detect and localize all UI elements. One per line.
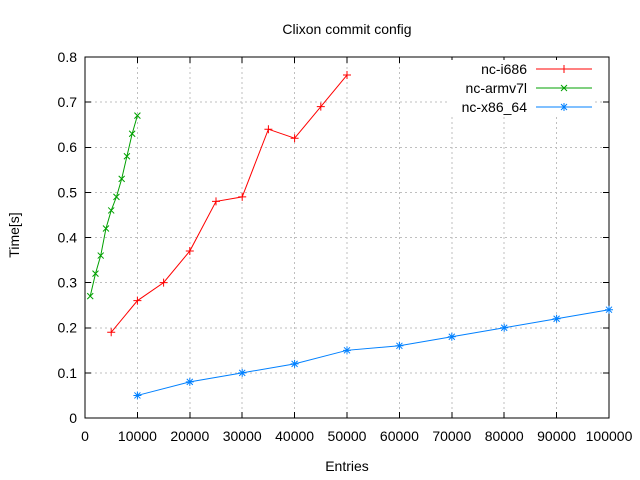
series-marker-nc-i686: [290, 134, 299, 143]
series-marker-nc-i686: [316, 102, 325, 111]
series-marker-nc-x86_64: [185, 377, 194, 386]
series-marker-nc-armv7l: [123, 152, 131, 160]
x-tick-label-50000: 50000: [328, 428, 367, 444]
series-marker-nc-i686: [264, 125, 273, 134]
series-line-nc-armv7l: [89, 115, 138, 297]
series-marker-nc-x86_64: [238, 368, 247, 377]
series-line-nc-i686: [110, 74, 348, 333]
series-marker-nc-i686: [238, 192, 247, 201]
series-marker-nc-armv7l: [92, 270, 99, 277]
series-marker-nc-armv7l: [134, 112, 141, 120]
series-line-nc-x86_64: [137, 309, 610, 396]
series-marker-nc-armv7l: [128, 130, 136, 138]
series-marker-nc-x86_64: [605, 305, 613, 314]
series-marker-nc-x86_64: [395, 341, 404, 350]
y-tick-label-0.2: 0.2: [58, 320, 78, 336]
y-tick-label-0.7: 0.7: [58, 94, 78, 110]
x-axis-label: Entries: [325, 458, 369, 474]
legend-marker-nc-x86_64: [560, 103, 568, 111]
series-marker-nc-x86_64: [447, 332, 456, 341]
y-axis-label: Time[s]: [6, 212, 22, 258]
series-marker-nc-x86_64: [500, 323, 509, 332]
series-marker-nc-x86_64: [133, 391, 142, 400]
series-marker-nc-x86_64: [552, 314, 561, 323]
y-tick-label-0.3: 0.3: [58, 275, 78, 291]
legend-marker-nc-armv7l: [560, 84, 568, 92]
series-marker-nc-x86_64: [290, 359, 299, 368]
x-tick-label-20000: 20000: [170, 428, 209, 444]
x-tick-label-40000: 40000: [275, 428, 314, 444]
series-marker-nc-armv7l: [86, 292, 94, 300]
y-tick-label-0.8: 0.8: [58, 49, 78, 65]
series-marker-nc-i686: [185, 247, 194, 256]
series-marker-nc-i686: [343, 71, 351, 80]
y-tick-label-0.6: 0.6: [58, 139, 78, 155]
series-marker-nc-i686: [107, 328, 116, 337]
x-tick-label-60000: 60000: [380, 428, 419, 444]
x-tick-label-80000: 80000: [485, 428, 524, 444]
x-tick-label-0: 0: [81, 428, 89, 444]
x-tick-label-10000: 10000: [118, 428, 157, 444]
y-tick-label-0.5: 0.5: [58, 184, 78, 200]
series-marker-nc-armv7l: [118, 175, 126, 183]
chart-title: Clixon commit config: [282, 21, 412, 37]
x-tick-label-100000: 100000: [586, 428, 633, 444]
y-tick-label-0.4: 0.4: [58, 229, 78, 245]
x-tick-label-90000: 90000: [537, 428, 576, 444]
legend-label-nc-x86_64: nc-x86_64: [462, 99, 528, 115]
series-marker-nc-x86_64: [343, 346, 351, 355]
series-marker-nc-armv7l: [102, 225, 110, 232]
series-marker-nc-armv7l: [107, 207, 115, 214]
series-marker-nc-i686: [212, 197, 220, 206]
legend-label-nc-i686: nc-i686: [481, 61, 527, 77]
legend-marker-nc-i686: [560, 65, 568, 73]
legend-label-nc-armv7l: nc-armv7l: [466, 80, 527, 96]
y-tick-label-0: 0: [69, 410, 77, 426]
x-tick-label-70000: 70000: [432, 428, 471, 444]
x-tick-label-30000: 30000: [223, 428, 262, 444]
series-marker-nc-armv7l: [97, 252, 105, 259]
series-marker-nc-i686: [159, 278, 168, 287]
series-marker-nc-i686: [133, 296, 142, 305]
series-marker-nc-armv7l: [113, 193, 120, 201]
y-tick-label-0.1: 0.1: [58, 365, 78, 381]
